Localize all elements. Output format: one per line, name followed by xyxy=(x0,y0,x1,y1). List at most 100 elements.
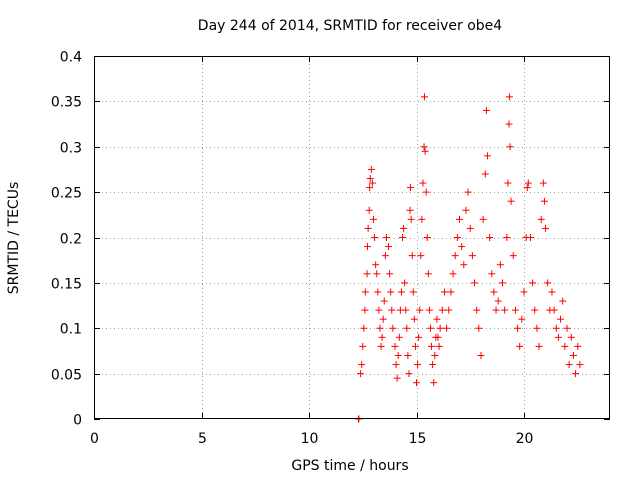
data-point xyxy=(537,215,545,223)
x-tick-label: 15 xyxy=(409,431,427,447)
data-point xyxy=(574,342,582,350)
data-point xyxy=(434,333,442,341)
chart-title: Day 244 of 2014, SRMTID for receiver obe… xyxy=(198,18,502,34)
data-point xyxy=(389,324,397,332)
data-point xyxy=(514,324,522,332)
data-point xyxy=(544,279,552,287)
data-point xyxy=(552,324,560,332)
data-point xyxy=(499,279,506,287)
data-point xyxy=(407,215,415,223)
data-point xyxy=(423,234,431,241)
data-point xyxy=(387,288,395,296)
data-point xyxy=(422,188,430,196)
data-point xyxy=(391,342,399,350)
data-point xyxy=(475,324,483,332)
data-point xyxy=(540,197,548,205)
data-point xyxy=(548,288,556,296)
data-point xyxy=(372,261,380,269)
data-point xyxy=(381,252,389,260)
data-point xyxy=(397,288,405,296)
data-point xyxy=(402,306,410,314)
data-point xyxy=(364,224,372,232)
data-point xyxy=(520,288,528,296)
data-point xyxy=(550,306,558,314)
y-axis-tick-labels: 0 0.05 0.1 0.15 0.2 0.25 0.3 0.35 0.4 xyxy=(51,50,82,429)
data-point xyxy=(370,215,377,223)
data-point xyxy=(561,342,569,350)
data-point xyxy=(567,333,575,341)
data-point xyxy=(492,306,500,314)
data-point xyxy=(477,351,485,359)
data-point xyxy=(483,152,491,160)
data-point xyxy=(411,342,419,350)
data-point xyxy=(504,179,512,187)
data-point xyxy=(379,315,387,323)
data-point xyxy=(466,224,474,232)
y-tick-label: 0.2 xyxy=(60,232,82,248)
data-point xyxy=(542,224,549,232)
data-point xyxy=(377,342,385,350)
data-point xyxy=(360,324,368,332)
data-point xyxy=(565,361,573,369)
data-point xyxy=(531,306,539,314)
data-point xyxy=(418,215,426,223)
x-tick-label: 20 xyxy=(516,431,534,447)
data-point xyxy=(363,243,371,251)
data-point xyxy=(424,270,432,278)
data-point xyxy=(413,379,420,387)
data-point xyxy=(443,324,451,332)
data-point xyxy=(440,288,448,296)
data-point xyxy=(451,252,459,260)
data-point xyxy=(505,120,513,128)
data-point xyxy=(428,342,436,350)
data-point xyxy=(358,361,366,369)
data-point xyxy=(403,324,411,332)
data-point xyxy=(449,270,457,278)
data-point xyxy=(375,306,383,314)
data-point xyxy=(435,342,443,350)
data-points xyxy=(354,93,584,423)
data-point xyxy=(456,215,463,223)
data-point xyxy=(481,170,489,178)
data-point xyxy=(557,315,565,323)
data-point xyxy=(420,93,428,101)
data-point xyxy=(529,279,537,287)
data-point xyxy=(386,270,394,278)
data-point xyxy=(533,324,541,332)
data-point xyxy=(524,179,532,187)
data-point xyxy=(426,324,434,332)
data-point xyxy=(385,243,393,251)
data-point xyxy=(378,333,386,341)
data-point xyxy=(554,333,562,341)
x-tick-label: 5 xyxy=(198,431,207,447)
data-point xyxy=(374,288,382,296)
grid xyxy=(94,56,610,419)
data-point xyxy=(486,234,494,241)
data-point xyxy=(462,206,470,214)
data-point xyxy=(453,234,461,241)
data-point xyxy=(496,261,504,269)
data-point xyxy=(380,297,388,305)
data-point xyxy=(394,351,402,359)
data-point xyxy=(417,252,425,260)
data-point xyxy=(382,234,390,241)
data-point xyxy=(490,288,498,296)
data-point xyxy=(376,324,384,332)
data-point xyxy=(445,306,453,314)
y-tick-label: 0.15 xyxy=(51,277,82,293)
data-point xyxy=(408,252,416,260)
data-point xyxy=(414,361,422,369)
data-point xyxy=(505,93,513,101)
axis-ticks xyxy=(94,56,610,420)
data-point xyxy=(371,234,379,241)
data-point xyxy=(436,324,444,332)
data-point xyxy=(388,306,396,314)
data-point xyxy=(366,175,374,183)
data-point xyxy=(410,315,418,323)
data-point xyxy=(471,279,479,287)
data-point xyxy=(473,306,481,314)
data-point xyxy=(506,143,514,151)
data-point xyxy=(503,234,511,241)
data-point xyxy=(406,184,414,192)
